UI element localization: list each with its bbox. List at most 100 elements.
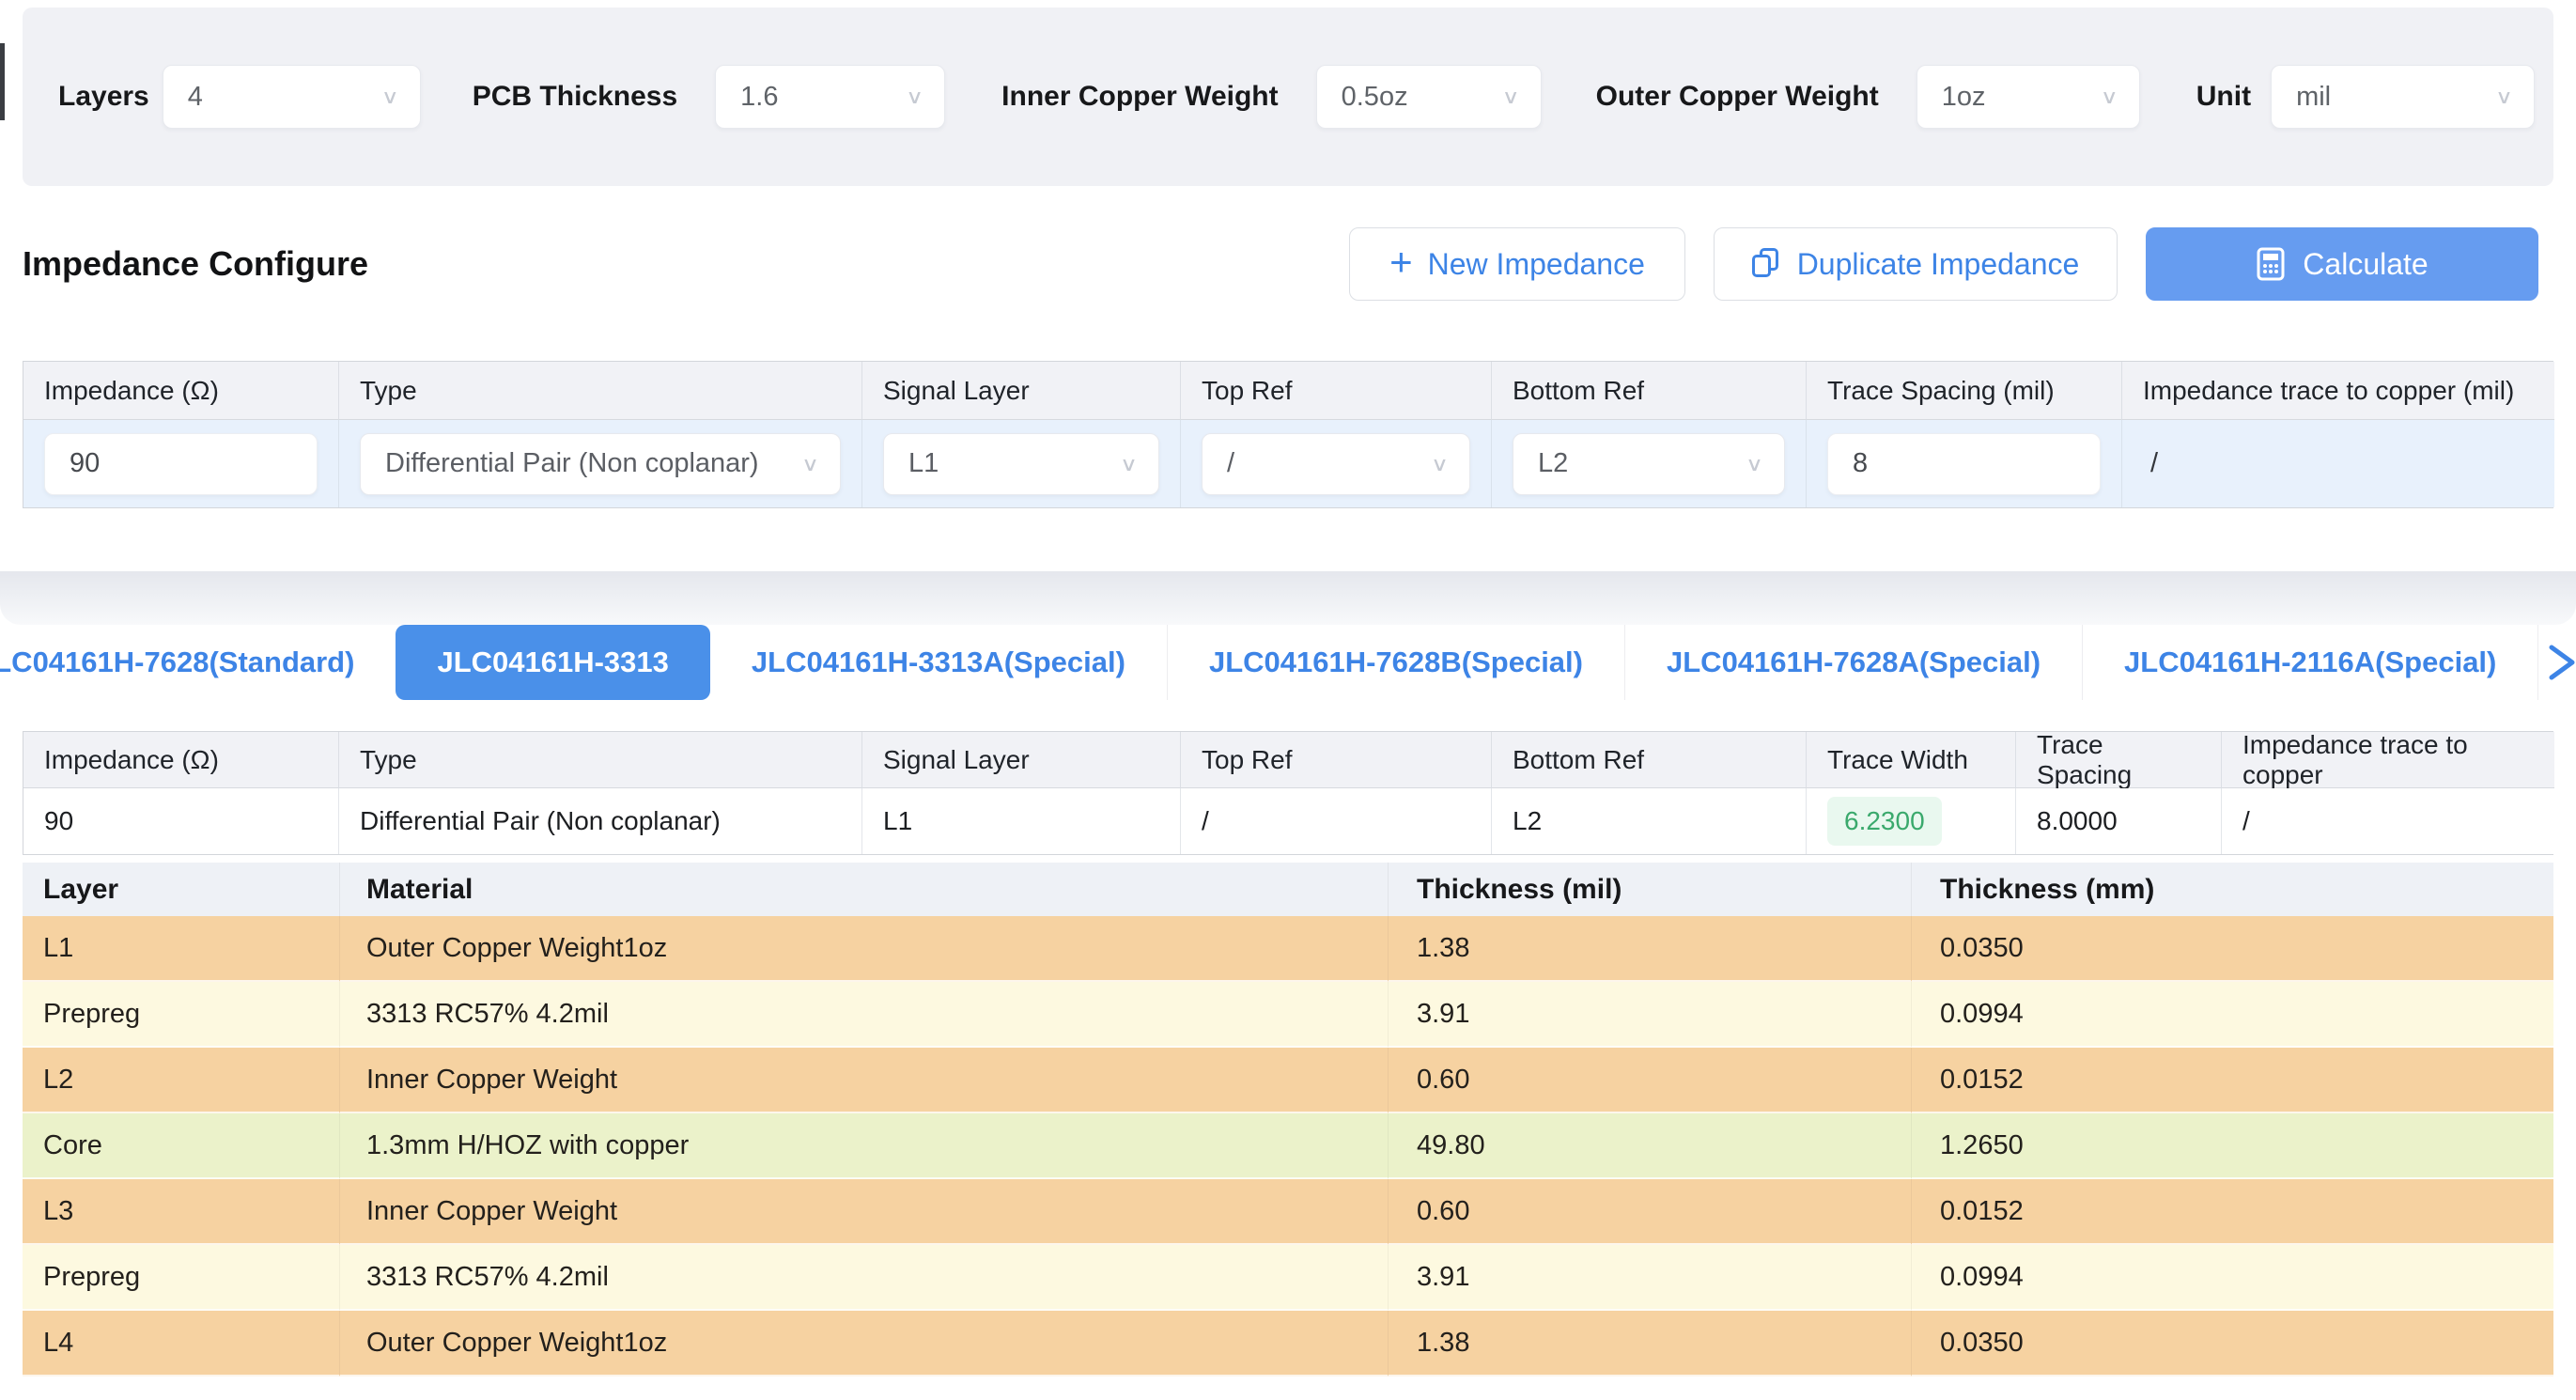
layer-name: L3: [23, 1179, 340, 1245]
tab-jlc04161h-2116a-special[interactable]: JLC04161H-2116A(Special): [2083, 625, 2539, 700]
board-options-bar: Layers 4 ∨ PCB Thickness 1.6 ∨ Inner Cop…: [23, 8, 2553, 186]
trace-spacing-value: 8.0000: [2016, 788, 2222, 854]
impedance-input[interactable]: [44, 432, 318, 495]
calculate-label: Calculate: [2303, 246, 2429, 281]
outer-copper-weight-select[interactable]: 1oz ∨: [1916, 65, 2140, 129]
layer-material: 3313 RC57% 4.2mil: [340, 1245, 1389, 1311]
col-thickness-mil: Thickness (mil): [1389, 863, 1912, 916]
bottom-ref-value: L2: [1492, 788, 1807, 854]
pcb-thickness-value: 1.6: [740, 81, 779, 112]
material-tabs: JLC04161H-7628(Standard) JLC04161H-3313 …: [0, 625, 2576, 700]
layer-thickness-mil: 3.91: [1389, 1245, 1912, 1311]
col-layer: Layer: [23, 863, 340, 916]
col-type: Type: [339, 732, 862, 788]
chevron-down-icon: ∨: [1119, 452, 1138, 475]
pcb-thickness-field: PCB Thickness 1.6 ∨: [473, 65, 946, 129]
chevron-down-icon: ∨: [800, 452, 819, 475]
outer-copper-weight-value: 1oz: [1941, 81, 1986, 112]
tabs-scroll-right-icon[interactable]: [2542, 638, 2576, 687]
col-top-ref: Top Ref: [1181, 732, 1492, 788]
chevron-down-icon: ∨: [1501, 86, 1520, 108]
col-trace-spacing: Trace Spacing: [2016, 730, 2222, 789]
tab-jlc04161h-7628-standard[interactable]: JLC04161H-7628(Standard): [0, 625, 396, 700]
layer-name: Prepreg: [23, 982, 340, 1048]
calculate-button[interactable]: Calculate: [2146, 227, 2538, 301]
signal-layer-select[interactable]: L1 ∨: [883, 432, 1159, 495]
col-material: Material: [340, 863, 1389, 916]
type-select[interactable]: Differential Pair (Non coplanar) ∨: [360, 432, 841, 495]
layers-label: Layers: [58, 81, 149, 112]
col-thickness-mm: Thickness (mm): [1912, 863, 2553, 916]
layer-name: L2: [23, 1048, 340, 1113]
stackup-row-l3: L3 Inner Copper Weight 0.60 0.0152: [23, 1179, 2553, 1245]
duplicate-impedance-button[interactable]: Duplicate Impedance: [1714, 227, 2118, 301]
layer-material: 1.3mm H/HOZ with copper: [340, 1113, 1389, 1179]
stackup-row-l2: L2 Inner Copper Weight 0.60 0.0152: [23, 1048, 2553, 1113]
impedance-configure-table: Impedance (Ω) Type Signal Layer Top Ref …: [23, 361, 2554, 508]
trace-to-copper-value: /: [2150, 448, 2159, 478]
new-impedance-button[interactable]: + New Impedance: [1349, 227, 1685, 301]
tab-jlc04161h-7628b-special[interactable]: JLC04161H-7628B(Special): [1167, 625, 1625, 700]
cursor-artifact: [0, 43, 5, 120]
col-impedance: Impedance (Ω): [23, 362, 339, 420]
tab-jlc04161h-3313a-special[interactable]: JLC04161H-3313A(Special): [709, 625, 1168, 700]
outer-copper-weight-field: Outer Copper Weight 1oz ∨: [1596, 65, 2140, 129]
col-signal-layer: Signal Layer: [862, 362, 1181, 420]
trace-width-badge: 6.2300: [1827, 797, 1942, 846]
bottom-ref-cell: L2 ∨: [1492, 420, 1807, 507]
layer-name: Core: [23, 1113, 340, 1179]
unit-value: mil: [2296, 81, 2332, 112]
inner-copper-weight-value: 0.5oz: [1341, 81, 1408, 112]
trace-to-copper-value: /: [2222, 788, 2554, 854]
trace-width-value: 6.2300: [1807, 788, 2016, 854]
inner-copper-weight-field: Inner Copper Weight 0.5oz ∨: [1001, 65, 1542, 129]
bottom-ref-select[interactable]: L2 ∨: [1513, 432, 1785, 495]
stackup-row-l4: L4 Outer Copper Weight1oz 1.38 0.0350: [23, 1311, 2553, 1377]
layer-thickness-mil: 0.60: [1389, 1048, 1912, 1113]
results-table-row: 90 Differential Pair (Non coplanar) L1 /…: [23, 788, 2554, 854]
bottom-ref-value: L2: [1538, 448, 1569, 478]
layer-thickness-mm: 0.0350: [1912, 1311, 2553, 1377]
layer-thickness-mil: 49.80: [1389, 1113, 1912, 1179]
col-impedance: Impedance (Ω): [23, 732, 339, 788]
signal-layer-value: L1: [862, 788, 1181, 854]
chevron-down-icon: ∨: [1430, 452, 1449, 475]
type-cell: Differential Pair (Non coplanar) ∨: [339, 420, 862, 507]
trace-to-copper-cell: /: [2122, 420, 2554, 507]
signal-layer-cell: L1 ∨: [862, 420, 1181, 507]
layer-thickness-mm: 0.0152: [1912, 1048, 2553, 1113]
col-trace-spacing: Trace Spacing (mil): [1807, 362, 2122, 420]
chevron-down-icon: ∨: [906, 86, 924, 108]
col-bottom-ref: Bottom Ref: [1492, 362, 1807, 420]
stackup-row-core: Core 1.3mm H/HOZ with copper 49.80 1.265…: [23, 1113, 2553, 1179]
top-ref-value: /: [1227, 448, 1235, 478]
layer-thickness-mil: 0.60: [1389, 1179, 1912, 1245]
chevron-down-icon: ∨: [1745, 452, 1763, 475]
signal-layer-value: L1: [908, 448, 939, 478]
layers-select[interactable]: 4 ∨: [162, 65, 421, 129]
stackup-row-prepreg-bottom: Prepreg 3313 RC57% 4.2mil 3.91 0.0994: [23, 1245, 2553, 1311]
impedance-cell: [23, 420, 339, 507]
col-top-ref: Top Ref: [1181, 362, 1492, 420]
new-impedance-label: New Impedance: [1427, 246, 1645, 281]
layer-thickness-mm: 0.0994: [1912, 1245, 2553, 1311]
layer-stackup-table: Layer Material Thickness (mil) Thickness…: [23, 863, 2553, 1377]
top-ref-select[interactable]: / ∨: [1202, 432, 1470, 495]
stackup-row-prepreg-top: Prepreg 3313 RC57% 4.2mil 3.91 0.0994: [23, 982, 2553, 1048]
unit-select[interactable]: mil ∨: [2271, 65, 2536, 129]
col-trace-to-copper: Impedance trace to copper: [2222, 730, 2554, 789]
impedance-value: 90: [23, 788, 339, 854]
stackup-row-l1: L1 Outer Copper Weight1oz 1.38 0.0350: [23, 916, 2553, 982]
configure-table-header: Impedance (Ω) Type Signal Layer Top Ref …: [23, 362, 2554, 420]
col-trace-to-copper: Impedance trace to copper (mil): [2122, 362, 2554, 420]
tab-jlc04161h-3313[interactable]: JLC04161H-3313: [396, 625, 710, 700]
chevron-down-icon: ∨: [2495, 86, 2514, 108]
chevron-down-icon: ∨: [380, 86, 399, 108]
page-title: Impedance Configure: [23, 244, 369, 283]
pcb-thickness-select[interactable]: 1.6 ∨: [715, 65, 946, 129]
tab-jlc04161h-7628a-special[interactable]: JLC04161H-7628A(Special): [1625, 625, 2084, 700]
inner-copper-weight-select[interactable]: 0.5oz ∨: [1315, 65, 1542, 129]
unit-label: Unit: [2196, 81, 2252, 112]
trace-spacing-input[interactable]: [1827, 432, 2101, 495]
